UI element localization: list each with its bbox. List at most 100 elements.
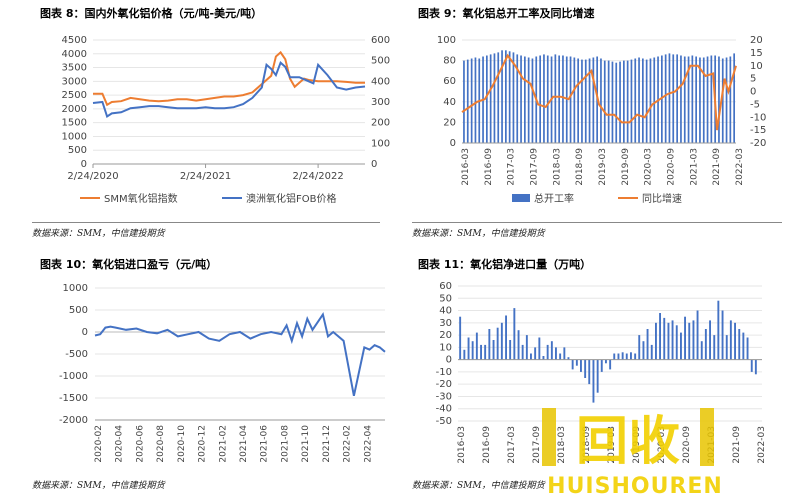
chart8-title: 图表 8：国内外氧化铝价格（元/吨-美元/吨） — [40, 7, 263, 20]
chart11-bar — [488, 329, 491, 360]
chart11-source: 数据来源：SMM，中信建投期货 — [412, 481, 545, 491]
chart9-bar — [626, 60, 629, 143]
chart9-bar — [611, 61, 614, 143]
chart8-y2tick: 100 — [371, 138, 390, 149]
chart11-bar — [500, 322, 503, 360]
chart11-bar — [729, 320, 732, 360]
chart9-bar — [520, 55, 522, 143]
chart9-xtick: 2018-03 — [552, 148, 562, 186]
chart9-bar — [592, 57, 595, 143]
chart11-bar — [542, 356, 545, 360]
chart9-ytick: 0 — [450, 138, 456, 149]
chart8-legend-label: SMM氧化铝指数 — [104, 192, 178, 205]
chart10-xtick: 2020-04 — [115, 425, 125, 463]
chart9-bar — [645, 59, 648, 143]
chart11-bar — [655, 322, 657, 360]
chart8-ytick: 2000 — [62, 104, 87, 115]
chart11-ytick: 60 — [439, 281, 452, 292]
chart11-bar — [559, 353, 562, 360]
chart9-bar — [600, 58, 602, 143]
chart9-bar — [718, 56, 720, 143]
chart11-bar — [692, 320, 695, 360]
chart11-bar — [738, 329, 741, 360]
chart9-bar — [565, 56, 568, 143]
chart9-bar — [466, 59, 469, 143]
chart10-xtick: 2021-06 — [260, 425, 270, 463]
chart9-bar — [562, 55, 564, 143]
chart11-xtick: 2018-03 — [557, 426, 567, 464]
chart10-xtick: 2021-08 — [280, 425, 290, 463]
chart9-bar — [539, 55, 541, 143]
chart9-bar — [649, 58, 652, 143]
chart9-bar — [733, 53, 735, 143]
chart11-bar — [734, 322, 736, 360]
chart11-bar — [688, 322, 691, 360]
chart9-bar — [695, 56, 697, 143]
chart9-bar — [588, 58, 591, 143]
chart11-bar — [459, 316, 462, 360]
chart11-bar — [696, 310, 699, 360]
chart8-ytick: 1000 — [62, 131, 87, 142]
chart11-bar — [625, 353, 628, 360]
chart10-xtick: 2022-04 — [363, 425, 373, 463]
chart10-xtick: 2020-02 — [94, 425, 104, 463]
chart10: -2000 -1500 -1000 -500 0 500 1000 2020-02 2020-0… — [59, 283, 386, 463]
chart8-y2tick: 300 — [371, 97, 390, 108]
chart8-y2tick: 600 — [371, 35, 390, 46]
chart11-bar — [609, 359, 612, 370]
chart9-y2tick: 20 — [750, 35, 763, 46]
chart9-xtick: 2021-09 — [712, 148, 722, 186]
chart8: 0 500 1000 1500 2000 2500 3000 3500 4000 4500 0 100… — [62, 35, 391, 205]
chart11-bar — [496, 327, 499, 360]
chart11-bar — [630, 352, 632, 360]
chart8-y2tick: 500 — [371, 56, 390, 67]
chart9-bar — [676, 54, 678, 143]
chart11-title: 图表 11：氧化铝净进口量（万吨） — [418, 258, 592, 271]
chart9-ytick: 60 — [443, 76, 456, 87]
chart11-xtick: 2017-03 — [507, 426, 517, 464]
chart9-bar — [710, 55, 713, 143]
chart8-ytick: 4000 — [62, 49, 87, 60]
chart11-bar — [671, 320, 674, 360]
chart9-bar — [474, 57, 477, 143]
chart9-bar — [653, 57, 656, 143]
chart11-bar — [713, 335, 716, 360]
chart11-xtick: 2019-09 — [632, 426, 642, 464]
chart11-bar — [613, 353, 616, 360]
chart9-xtick: 2016-09 — [484, 148, 494, 186]
chart9-bar — [463, 60, 465, 143]
chart9-xtick: 2019-09 — [621, 148, 631, 186]
chart9-xtick: 2020-03 — [644, 148, 654, 186]
chart9-bar — [615, 62, 618, 144]
chart10-ytick: -2000 — [59, 415, 88, 426]
chart8-ytick: 2500 — [62, 90, 87, 101]
chart11-ytick: 20 — [439, 330, 452, 341]
chart11-ytick: 30 — [439, 318, 452, 329]
chart9-bar — [699, 57, 701, 143]
chart9-bar — [630, 59, 633, 143]
chart11-bar — [680, 332, 682, 360]
chart11-ytick: -40 — [436, 404, 452, 415]
chart11-bar — [642, 341, 645, 360]
chart11-bar — [646, 329, 649, 360]
chart11-bar — [605, 359, 607, 364]
chart9-legend-label: 总开工率 — [534, 192, 574, 205]
chart11-xtick: 2019-03 — [607, 426, 617, 464]
chart9-bar — [577, 58, 579, 143]
chart9-xtick: 2020-09 — [667, 148, 677, 186]
chart8-xtick: 2/24/2020 — [67, 171, 118, 182]
chart11-bar — [484, 344, 487, 360]
chart9-source: 数据来源：SMM，中信建投期货 — [412, 229, 545, 239]
chart10-source: 数据来源：SMM，中信建投期货 — [32, 481, 165, 491]
chart9-y2tick: -10 — [750, 112, 766, 123]
chart11-xtick: 2021-09 — [732, 426, 742, 464]
chart9-y2tick: 5 — [750, 74, 756, 85]
chart9-bar — [721, 58, 724, 143]
chart9-bar — [524, 56, 526, 143]
chart9-title: 图表 9：氧化铝总开工率及同比增速 — [418, 7, 595, 20]
chart11-bar — [717, 300, 720, 360]
chart8-y2tick: 0 — [371, 159, 377, 170]
chart10-xtick: 2020-10 — [177, 425, 187, 463]
chart9-bar — [584, 59, 587, 143]
chart11-bar — [525, 335, 528, 360]
